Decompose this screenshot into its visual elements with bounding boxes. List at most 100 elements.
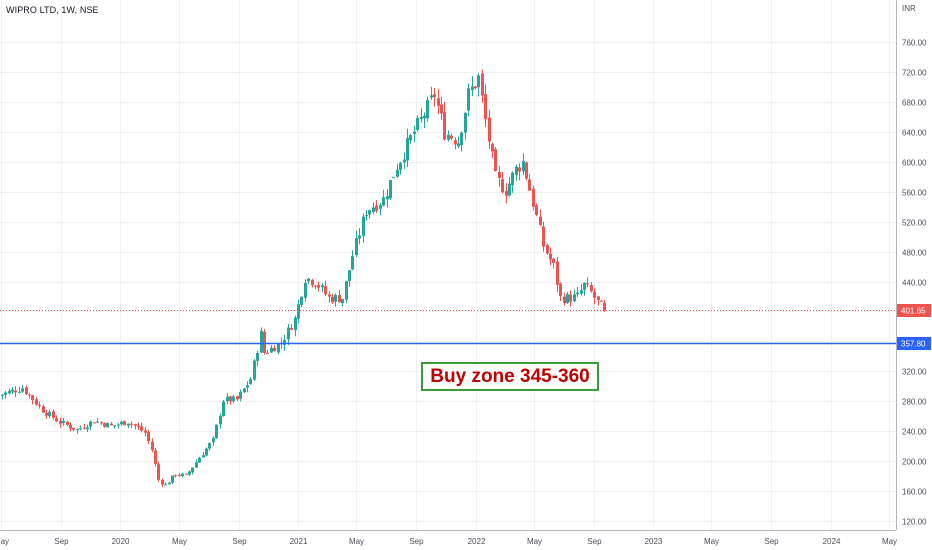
candle-body: [535, 205, 538, 215]
candle-body: [154, 450, 157, 465]
support-line-label: 357.80: [901, 340, 926, 349]
candle-body: [508, 183, 511, 196]
time-tick-label: May: [349, 537, 364, 546]
candle-body: [372, 207, 375, 212]
candle-body: [89, 421, 92, 427]
candle-body: [501, 179, 504, 193]
candle-body: [127, 423, 130, 426]
candle-body: [351, 256, 354, 270]
time-tick-label: Sep: [54, 537, 69, 546]
time-tick-label: 2024: [823, 537, 841, 546]
candle-body: [151, 441, 154, 451]
time-tick-label: May: [0, 537, 9, 546]
candle-body: [522, 160, 525, 172]
candle-body: [96, 421, 99, 423]
candle-body: [440, 104, 443, 114]
time-tick-label: 2021: [290, 537, 308, 546]
candle-body: [382, 197, 385, 206]
candle-body: [198, 457, 201, 463]
candle-body: [171, 475, 174, 483]
candle-body: [147, 431, 150, 442]
support-line-tag: [897, 337, 931, 350]
price-tick-label: 240.00: [902, 428, 927, 437]
candle-body: [304, 282, 307, 298]
candle-body: [113, 425, 116, 427]
last-price-tag: [897, 304, 931, 317]
candle-body: [243, 388, 246, 393]
candle-body: [249, 379, 252, 385]
price-tick-label: 320.00: [902, 368, 927, 377]
candle-body: [406, 137, 409, 161]
price-tick-label: 680.00: [902, 99, 927, 108]
chart-title: WIPRO LTD, 1W, NSE: [6, 5, 99, 15]
candle-body: [62, 420, 65, 424]
candle-body: [229, 396, 232, 402]
buy-zone-annotation: Buy zone 345-360: [421, 362, 599, 391]
candle-body: [348, 270, 351, 282]
candle-body: [103, 423, 106, 427]
candle-body: [246, 385, 249, 388]
candle-body: [226, 396, 229, 402]
time-tick-label: May: [172, 537, 187, 546]
candle-body: [134, 424, 137, 426]
candle-body: [1, 394, 4, 396]
candle-body: [300, 296, 303, 305]
candle-body: [447, 134, 450, 140]
candle-body: [277, 343, 280, 353]
candle-body: [191, 467, 194, 473]
candle-body: [106, 423, 109, 428]
candle-body: [45, 412, 48, 416]
candle-body: [52, 411, 55, 418]
candle-body: [328, 294, 331, 297]
candle-body: [317, 284, 320, 288]
candle-body: [362, 216, 365, 236]
candle-body: [28, 394, 31, 396]
candle-body: [583, 282, 586, 290]
candle-body: [593, 291, 596, 298]
candle-body: [236, 396, 239, 400]
candle-body: [270, 347, 273, 353]
time-tick-label: 2020: [112, 537, 130, 546]
candle-body: [559, 283, 562, 297]
candle-body: [552, 258, 555, 263]
candle-body: [580, 290, 583, 294]
time-tick-label: May: [704, 537, 719, 546]
candle-body: [460, 132, 463, 146]
candle-body: [195, 462, 198, 468]
lines-layer: [0, 310, 896, 345]
candle-body: [549, 253, 552, 260]
candle-body: [477, 75, 480, 88]
candle-body: [355, 238, 358, 256]
candle-body: [110, 423, 113, 426]
candle-body: [188, 471, 191, 475]
price-tick-label: 480.00: [902, 249, 927, 258]
candle-body: [287, 327, 290, 340]
grid-layer: [0, 0, 896, 530]
candle-body: [392, 177, 395, 179]
candle-body: [79, 428, 82, 430]
currency-label: INR: [902, 4, 916, 13]
candle-body: [263, 331, 266, 353]
price-tick-label: 160.00: [902, 488, 927, 497]
candle-body: [488, 117, 491, 142]
price-tick-label: 600.00: [902, 159, 927, 168]
candle-body: [542, 226, 545, 247]
candle-body: [21, 388, 24, 392]
candle-body: [409, 135, 412, 141]
candle-body: [123, 421, 126, 426]
time-tick-label: 2023: [645, 537, 663, 546]
candle-body: [307, 278, 310, 282]
candle-body: [212, 437, 215, 443]
candle-body: [569, 294, 572, 302]
candle-body: [4, 392, 7, 395]
candle-body: [597, 296, 600, 300]
candle-body: [117, 424, 120, 426]
candle-body: [174, 475, 177, 477]
price-tick-label: 280.00: [902, 398, 927, 407]
candle-body: [215, 424, 218, 439]
candle-body: [137, 425, 140, 428]
candle-body: [324, 286, 327, 295]
candle-body: [140, 426, 143, 431]
price-tick-label: 120.00: [902, 518, 927, 527]
